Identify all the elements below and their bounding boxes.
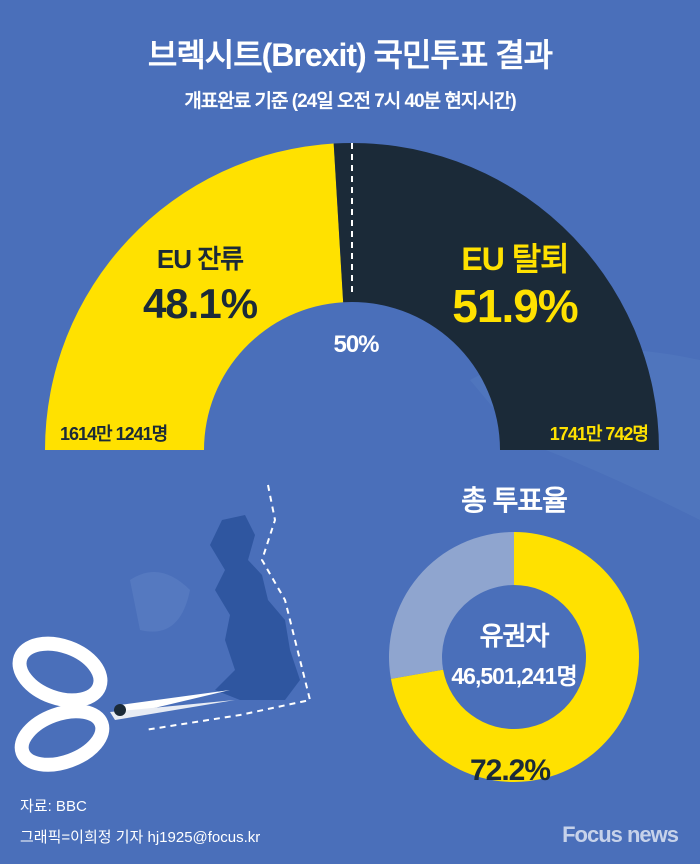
credit-note: 그래픽=이희정 기자 hj1925@focus.kr	[20, 829, 261, 846]
leave-count: 1741만 742명	[550, 424, 648, 444]
cut-line	[144, 484, 312, 731]
scissors-icon	[12, 636, 235, 772]
turnout-title: 총 투표율	[461, 485, 567, 516]
turnout-center-label: 유권자	[480, 621, 550, 651]
map-ireland-shape	[130, 572, 190, 632]
page-subtitle: 개표완료 기준 (24일 오전 7시 40분 현지시간)	[184, 91, 516, 112]
reference-label: 50%	[333, 331, 379, 358]
uk-map	[210, 515, 300, 700]
slice-turnout	[390, 532, 639, 782]
leave-value: 51.9%	[452, 280, 578, 332]
turnout-value: 72.2%	[470, 754, 550, 787]
slice-leave	[333, 143, 659, 451]
remain-value: 48.1%	[143, 280, 258, 327]
slice-non-turnout	[389, 532, 514, 679]
slice-remain	[45, 143, 344, 450]
leave-label: EU 탈퇴	[461, 241, 568, 277]
source-note: 자료: BBC	[20, 798, 87, 815]
remain-count: 1614만 1241명	[60, 424, 167, 444]
turnout-center-value: 46,501,241명	[451, 663, 576, 689]
page-title: 브렉시트(Brexit) 국민투표 결과	[147, 37, 553, 73]
focus-news-logo: Focus news	[562, 822, 679, 847]
remain-label: EU 잔류	[157, 244, 244, 274]
